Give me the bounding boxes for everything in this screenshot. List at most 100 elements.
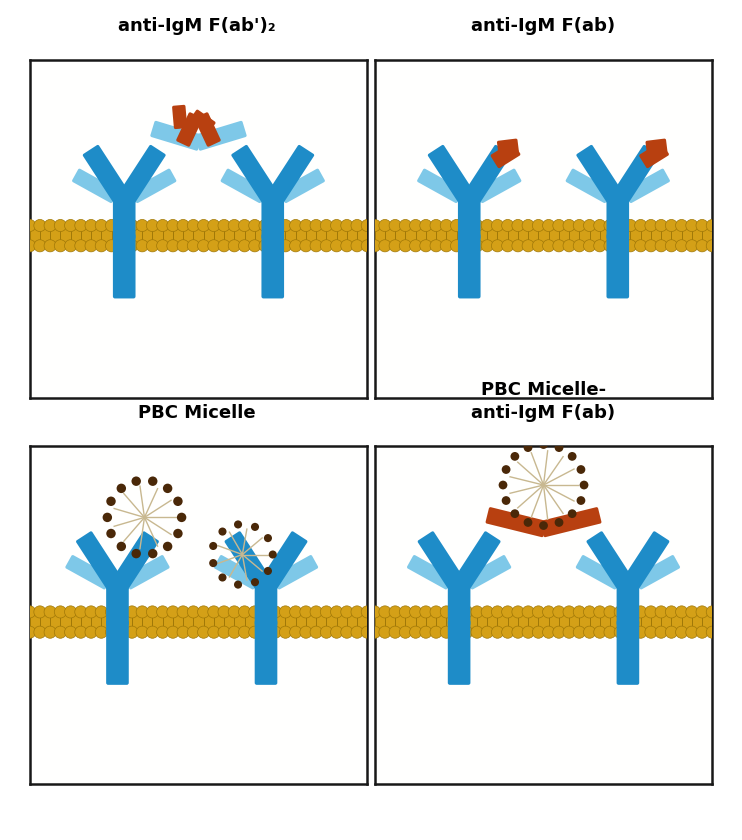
- Text: anti-IgM F(ab): anti-IgM F(ab): [471, 18, 615, 35]
- Circle shape: [157, 239, 168, 252]
- Circle shape: [706, 606, 718, 618]
- Circle shape: [300, 626, 312, 638]
- Circle shape: [167, 626, 179, 638]
- Circle shape: [341, 239, 353, 252]
- Circle shape: [655, 606, 667, 618]
- Circle shape: [614, 626, 626, 638]
- Circle shape: [289, 239, 302, 252]
- Circle shape: [410, 626, 421, 638]
- Circle shape: [706, 239, 718, 252]
- Circle shape: [686, 606, 698, 618]
- Circle shape: [24, 239, 36, 252]
- FancyBboxPatch shape: [540, 507, 602, 538]
- Circle shape: [95, 219, 108, 232]
- Circle shape: [126, 239, 138, 252]
- Circle shape: [502, 606, 513, 618]
- Circle shape: [379, 219, 391, 232]
- Circle shape: [173, 528, 183, 538]
- FancyBboxPatch shape: [461, 144, 510, 208]
- Circle shape: [369, 239, 381, 252]
- Circle shape: [510, 509, 519, 518]
- Circle shape: [675, 606, 688, 618]
- Circle shape: [369, 219, 381, 232]
- Circle shape: [481, 606, 493, 618]
- Circle shape: [604, 219, 616, 232]
- Circle shape: [420, 606, 432, 618]
- Circle shape: [553, 239, 565, 252]
- Circle shape: [106, 496, 116, 506]
- Circle shape: [634, 606, 647, 618]
- Circle shape: [604, 606, 616, 618]
- FancyBboxPatch shape: [214, 555, 260, 590]
- Circle shape: [625, 219, 637, 232]
- FancyBboxPatch shape: [497, 139, 519, 155]
- FancyBboxPatch shape: [639, 142, 669, 168]
- Circle shape: [369, 606, 381, 618]
- Circle shape: [54, 606, 67, 618]
- Circle shape: [524, 444, 533, 452]
- Circle shape: [163, 542, 172, 551]
- Circle shape: [675, 239, 688, 252]
- Circle shape: [269, 626, 281, 638]
- Circle shape: [249, 606, 261, 618]
- Circle shape: [512, 239, 524, 252]
- Circle shape: [645, 219, 657, 232]
- Circle shape: [321, 219, 332, 232]
- Circle shape: [330, 606, 343, 618]
- Circle shape: [251, 578, 259, 586]
- Circle shape: [655, 239, 667, 252]
- Circle shape: [177, 512, 186, 522]
- Circle shape: [686, 626, 698, 638]
- Circle shape: [218, 219, 230, 232]
- FancyBboxPatch shape: [82, 144, 133, 208]
- Circle shape: [321, 606, 332, 618]
- Circle shape: [696, 626, 708, 638]
- Circle shape: [645, 606, 657, 618]
- FancyBboxPatch shape: [220, 169, 267, 203]
- Circle shape: [481, 626, 493, 638]
- FancyBboxPatch shape: [418, 531, 467, 595]
- Circle shape: [131, 476, 141, 486]
- FancyBboxPatch shape: [458, 234, 481, 298]
- Circle shape: [300, 219, 312, 232]
- Circle shape: [321, 239, 332, 252]
- Circle shape: [75, 239, 87, 252]
- Circle shape: [75, 219, 87, 232]
- FancyBboxPatch shape: [194, 113, 221, 147]
- Circle shape: [280, 606, 292, 618]
- Circle shape: [65, 239, 76, 252]
- Circle shape: [553, 606, 565, 618]
- Circle shape: [330, 219, 343, 232]
- Circle shape: [634, 626, 647, 638]
- Circle shape: [209, 542, 217, 550]
- Circle shape: [430, 219, 442, 232]
- Circle shape: [625, 626, 637, 638]
- Circle shape: [234, 521, 242, 528]
- Circle shape: [379, 239, 391, 252]
- Circle shape: [706, 626, 718, 638]
- Circle shape: [361, 239, 373, 252]
- Circle shape: [696, 239, 708, 252]
- FancyBboxPatch shape: [257, 531, 307, 595]
- Circle shape: [148, 476, 157, 486]
- Circle shape: [209, 559, 217, 567]
- Circle shape: [105, 219, 117, 232]
- Circle shape: [105, 606, 117, 618]
- Circle shape: [24, 219, 36, 232]
- Circle shape: [321, 626, 332, 638]
- Circle shape: [351, 219, 363, 232]
- FancyBboxPatch shape: [190, 109, 216, 133]
- Circle shape: [34, 219, 46, 232]
- Circle shape: [461, 239, 473, 252]
- Circle shape: [341, 219, 353, 232]
- Circle shape: [440, 626, 453, 638]
- Circle shape: [686, 239, 698, 252]
- Circle shape: [563, 239, 575, 252]
- FancyBboxPatch shape: [620, 531, 669, 595]
- Circle shape: [173, 496, 183, 506]
- Circle shape: [105, 239, 117, 252]
- Circle shape: [197, 606, 210, 618]
- Circle shape: [136, 626, 148, 638]
- FancyBboxPatch shape: [617, 586, 639, 626]
- Circle shape: [542, 626, 555, 638]
